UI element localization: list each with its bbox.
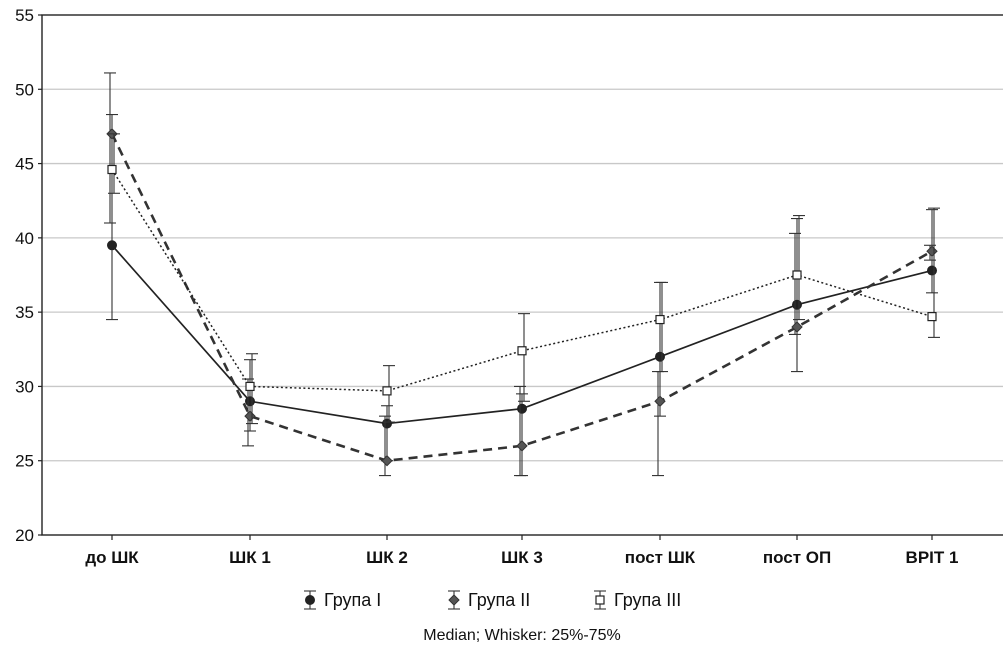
x-tick-label: ШК 2 xyxy=(366,548,408,567)
y-tick-label: 45 xyxy=(15,155,34,174)
legend-marker xyxy=(305,595,315,605)
legend-label: Група III xyxy=(614,590,681,610)
plot-frame xyxy=(41,14,1003,536)
y-tick-label: 50 xyxy=(15,80,34,99)
data-point xyxy=(927,312,937,322)
data-point xyxy=(516,440,528,452)
data-point xyxy=(791,321,803,333)
legend: Група I Група II Група III xyxy=(304,590,681,610)
y-tick-label: 55 xyxy=(15,6,34,25)
data-point xyxy=(927,265,937,276)
data-point xyxy=(381,455,393,467)
data-point xyxy=(517,403,527,414)
data-point xyxy=(382,386,392,396)
y-tick-label: 20 xyxy=(15,526,34,545)
data-point xyxy=(926,245,938,257)
data-point xyxy=(244,410,256,422)
data-point xyxy=(382,418,392,429)
y-tick-label: 25 xyxy=(15,452,34,471)
legend-marker xyxy=(448,594,460,606)
data-point xyxy=(517,346,527,356)
y-axis: 20 25 30 35 40 45 50 55 xyxy=(15,6,42,545)
data-point xyxy=(655,351,665,362)
data-point xyxy=(792,299,802,310)
legend-marker xyxy=(595,595,605,605)
x-tick-label: до ШК xyxy=(85,548,139,567)
legend-item: Група III xyxy=(594,590,681,610)
footnote: Median; Whisker: 25%-75% xyxy=(423,627,620,644)
data-point xyxy=(245,381,255,392)
series-line xyxy=(111,169,933,392)
data-point xyxy=(792,270,802,280)
series-3 xyxy=(107,133,940,425)
y-tick-label: 30 xyxy=(15,377,34,396)
series-group xyxy=(104,72,940,477)
y-tick-label: 35 xyxy=(15,303,34,322)
legend-label: Група II xyxy=(468,590,530,610)
x-tick-label: ШК 1 xyxy=(229,548,271,567)
series-1 xyxy=(106,113,938,477)
data-point xyxy=(245,396,255,407)
legend-item: Група I xyxy=(304,590,381,610)
grid-lines xyxy=(42,88,1003,462)
legend-item: Група II xyxy=(448,590,530,610)
y-tick-label: 40 xyxy=(15,229,34,248)
x-tick-label: ШК 3 xyxy=(501,548,543,567)
x-tick-label: пост ОП xyxy=(763,548,831,567)
x-tick-label: ВРІТ 1 xyxy=(906,548,959,567)
data-point xyxy=(107,240,117,251)
data-point xyxy=(654,395,666,407)
series-2 xyxy=(104,72,938,477)
data-point xyxy=(655,314,665,325)
legend-label: Група I xyxy=(324,590,381,610)
data-point xyxy=(107,164,117,175)
x-axis: до ШК ШК 1 ШК 2 ШК 3 пост ШК пост ОП ВРІТ 1 xyxy=(85,535,958,567)
x-tick-label: пост ШК xyxy=(625,548,696,567)
